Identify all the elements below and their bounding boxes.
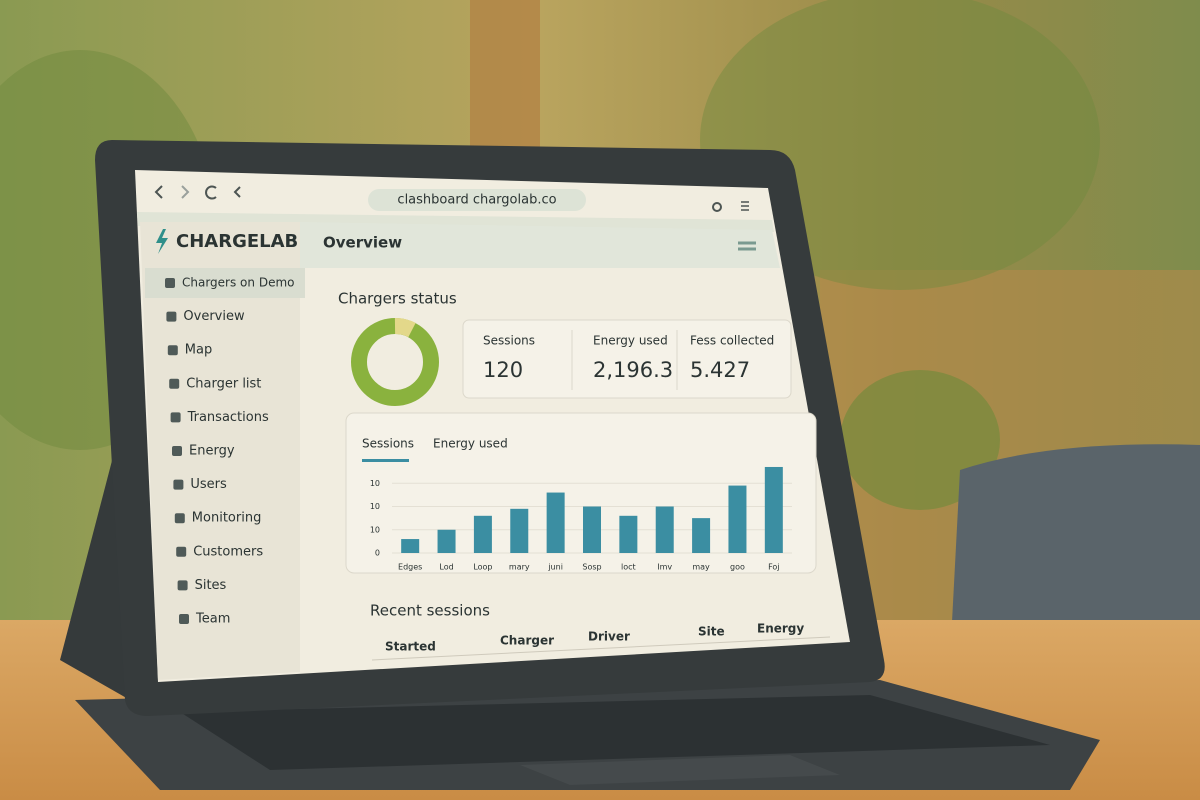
bar <box>619 515 638 553</box>
stats-card <box>462 319 792 399</box>
tab-icon[interactable] <box>233 186 241 198</box>
keys <box>180 695 1050 770</box>
stat-value: 5.427 <box>690 358 750 382</box>
column-header: Energy <box>757 622 804 636</box>
column-header: Charger <box>500 634 554 648</box>
nav-icon <box>170 412 181 423</box>
nav-item[interactable]: Energy <box>189 444 235 459</box>
nav-icon <box>176 546 187 557</box>
bar <box>692 518 711 553</box>
back-icon[interactable] <box>154 185 163 199</box>
recent-title: Recent sessions <box>370 602 490 620</box>
menu-icon[interactable] <box>741 201 749 211</box>
url[interactable]: clashboard chargolab.co <box>397 193 556 208</box>
nav-item[interactable]: Transactions <box>187 410 269 425</box>
x-tick-label: juni <box>547 563 563 572</box>
column-header: Driver <box>588 630 630 644</box>
url-bar[interactable] <box>368 189 586 211</box>
x-tick-label: goo <box>730 563 745 572</box>
x-tick-label: loct <box>621 563 636 572</box>
bar <box>655 506 674 553</box>
nav-item[interactable]: Chargers on Demo <box>182 276 294 290</box>
nav-item[interactable]: Team <box>195 612 230 627</box>
stat-label: Energy used <box>593 334 668 348</box>
account-icon[interactable] <box>712 202 722 212</box>
header-menu[interactable] <box>738 241 756 251</box>
column-header: Started <box>385 640 436 654</box>
nav-icon <box>169 378 180 389</box>
y-tick-label: 10 <box>370 502 380 511</box>
nav-item[interactable]: Charger list <box>186 376 261 391</box>
brand-logo <box>156 229 168 254</box>
reload-icon[interactable] <box>205 185 217 200</box>
ui-layer: clashboard chargolab.co CHARGELAB Overvi… <box>165 193 804 654</box>
x-tick-label: Sosp <box>582 563 601 572</box>
stat-label: Sessions <box>483 334 535 348</box>
sidebar-bg <box>140 222 300 680</box>
y-tick-label: 0 <box>375 549 380 558</box>
bar <box>728 485 747 553</box>
nav-icon <box>174 513 185 524</box>
bar <box>401 539 420 553</box>
active-tab-underline <box>362 459 409 462</box>
header-bg <box>300 222 780 268</box>
y-tick-label: 10 <box>370 479 380 488</box>
nav-item[interactable]: Users <box>190 477 227 492</box>
bar <box>546 492 565 553</box>
stats-dividers <box>571 330 678 390</box>
nav-icon <box>173 479 184 490</box>
nav-icon <box>172 446 182 456</box>
bar <box>764 466 783 553</box>
column-header: Site <box>698 625 725 639</box>
x-tick-label: Loop <box>473 563 492 572</box>
nav-icon <box>166 311 177 322</box>
nav-icon <box>179 614 189 624</box>
stat-label: Fess collected <box>690 334 774 348</box>
chart-tab[interactable]: Energy used <box>433 437 508 451</box>
trackpad <box>520 755 840 785</box>
nav-item[interactable]: Monitoring <box>192 511 262 526</box>
nav-icon <box>177 580 188 591</box>
bar <box>437 529 456 553</box>
x-tick-label: may <box>692 563 710 572</box>
x-tick-label: Imv <box>657 563 672 572</box>
x-tick-label: Lod <box>439 563 453 572</box>
page-title: Overview <box>323 234 402 252</box>
status-title: Chargers status <box>338 290 457 308</box>
forward-icon[interactable] <box>181 185 190 199</box>
bar <box>510 508 529 553</box>
stat-value: 120 <box>483 358 523 382</box>
table-rule <box>371 636 831 661</box>
stand <box>60 430 130 700</box>
nav-item[interactable]: Sites <box>195 578 227 593</box>
x-tick-label: mary <box>509 563 530 572</box>
nav-item[interactable]: Overview <box>183 309 245 324</box>
x-tick-label: Foj <box>768 563 779 572</box>
brand: CHARGELAB <box>176 231 298 252</box>
bar <box>583 506 601 553</box>
y-tick-label: 10 <box>370 525 380 534</box>
nav-item[interactable]: Customers <box>193 544 263 559</box>
stat-value: 2,196.3 <box>593 358 673 382</box>
nav-icon <box>165 278 175 288</box>
window-frame <box>470 0 540 150</box>
status-donut-segment <box>394 318 416 338</box>
x-tick-label: Edges <box>398 563 422 572</box>
nav-icon <box>167 345 178 356</box>
nav-item[interactable]: Map <box>185 343 212 358</box>
bar <box>473 515 492 553</box>
chart-tab[interactable]: Sessions <box>362 437 414 451</box>
